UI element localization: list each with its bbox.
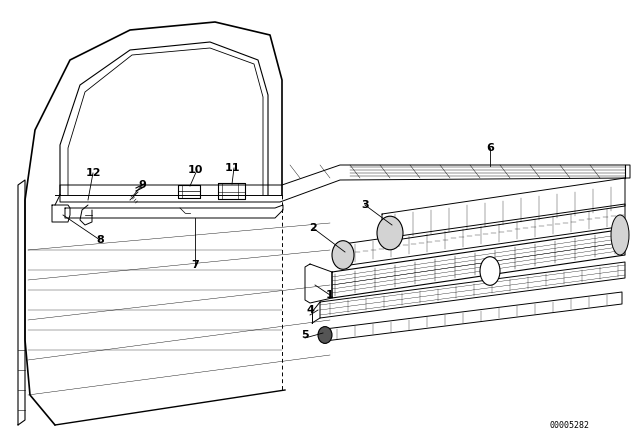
Text: 4: 4: [306, 305, 314, 315]
Polygon shape: [325, 292, 622, 341]
Polygon shape: [332, 229, 625, 298]
Ellipse shape: [332, 241, 354, 269]
Polygon shape: [218, 183, 245, 199]
Polygon shape: [178, 185, 200, 198]
Polygon shape: [382, 178, 625, 242]
Text: 1: 1: [326, 290, 334, 300]
Text: 3: 3: [361, 200, 369, 210]
Text: 5: 5: [301, 330, 309, 340]
Text: 12: 12: [85, 168, 100, 178]
Text: 11: 11: [224, 163, 240, 173]
Text: 6: 6: [486, 143, 494, 153]
Text: 9: 9: [138, 180, 146, 190]
Ellipse shape: [377, 216, 403, 250]
Ellipse shape: [480, 257, 500, 285]
Text: 10: 10: [188, 165, 203, 175]
Text: 7: 7: [191, 260, 199, 270]
Polygon shape: [305, 264, 332, 303]
Polygon shape: [52, 205, 70, 222]
Polygon shape: [65, 205, 283, 218]
Ellipse shape: [611, 215, 629, 255]
Text: 8: 8: [96, 235, 104, 245]
Text: 00005282: 00005282: [550, 421, 590, 430]
Polygon shape: [343, 204, 625, 266]
Polygon shape: [320, 262, 625, 318]
Polygon shape: [18, 180, 25, 425]
Ellipse shape: [318, 327, 332, 344]
Polygon shape: [60, 165, 630, 202]
Text: 2: 2: [309, 223, 317, 233]
